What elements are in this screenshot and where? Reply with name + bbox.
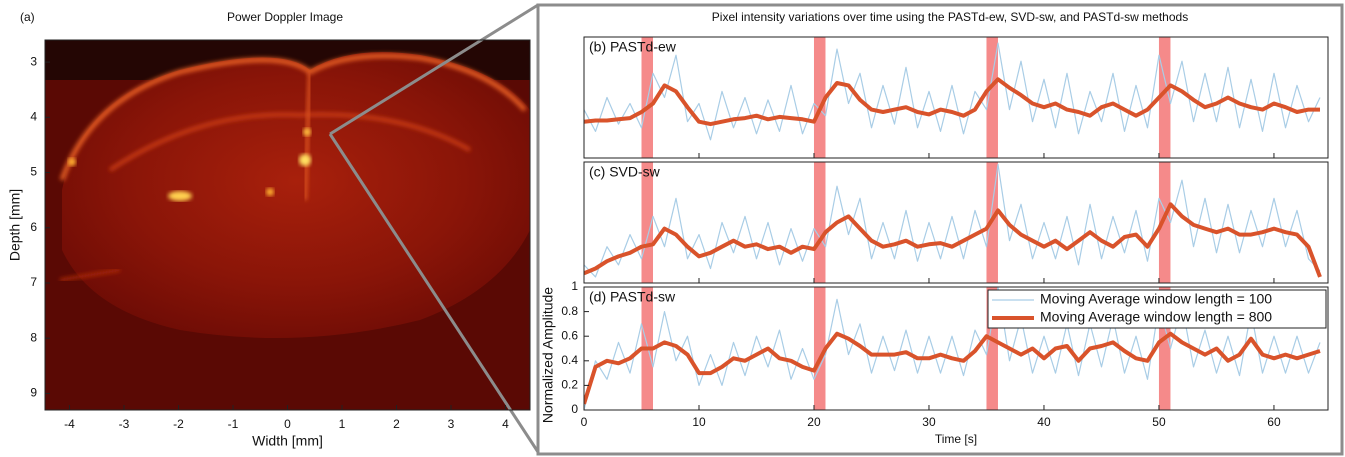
y-tick-label: 0.6	[561, 328, 578, 342]
y-tick-label: 1	[571, 279, 578, 293]
y-tick-label: 8	[30, 330, 37, 344]
x-tick-label: 50	[1152, 415, 1166, 429]
axes-frame	[583, 286, 1329, 411]
doppler-image	[45, 40, 530, 410]
x-tick-label: -3	[119, 417, 130, 431]
stimulus-band	[813, 162, 826, 283]
plot-area	[584, 37, 1321, 158]
y-axis-label: Normalized Amplitude	[540, 287, 556, 423]
x-tick-label: 0	[581, 415, 588, 429]
y-tick-label: 0.2	[561, 378, 578, 392]
stimulus-band	[813, 287, 826, 410]
x-tick-label: 10	[692, 415, 706, 429]
chart-title: Power Doppler Image	[227, 10, 343, 24]
stimulus-band	[641, 162, 653, 283]
x-tick-label: 1	[339, 417, 346, 431]
panel-label: (c) SVD-sw	[589, 164, 661, 180]
stimulus-band	[813, 37, 826, 158]
y-tick-label: 4	[30, 109, 37, 123]
plot-area	[584, 287, 1321, 410]
series-line	[584, 163, 1321, 278]
y-tick-label: 0.4	[561, 353, 578, 367]
y-axis-label: Depth [mm]	[7, 189, 23, 261]
x-axis-label: Width [mm]	[252, 433, 323, 449]
series-line	[584, 331, 1321, 405]
panel-label: (b) PASTd-ew	[589, 39, 677, 55]
stimulus-band	[1158, 162, 1171, 283]
y-tick-label: 0.8	[561, 304, 578, 318]
series-line	[584, 42, 1321, 141]
stimulus-band	[986, 37, 998, 158]
legend-label: Moving Average window length = 100	[1040, 291, 1272, 307]
axes-frame	[583, 161, 1329, 284]
panel-label: (d) PASTd-sw	[589, 289, 676, 305]
x-tick-label: 4	[502, 417, 509, 431]
legend-box	[987, 289, 1327, 329]
legend-label: Moving Average window length = 800	[1040, 309, 1272, 325]
x-tick-label: 30	[922, 415, 936, 429]
axes-frame	[583, 36, 1329, 159]
y-tick-label: 3	[30, 54, 37, 68]
stimulus-band	[1158, 37, 1171, 158]
x-tick-label: -2	[173, 417, 184, 431]
stimulus-band	[1158, 287, 1171, 410]
plot-area	[584, 162, 1322, 283]
x-tick-label: 60	[1267, 415, 1281, 429]
y-tick-label: 0	[571, 402, 578, 416]
x-tick-label: 20	[807, 415, 821, 429]
x-axis-label: Time [s]	[935, 432, 977, 446]
series-line	[584, 287, 1321, 410]
series-line	[584, 77, 1320, 127]
stimulus-band	[986, 287, 998, 410]
series-line	[584, 202, 1322, 278]
panel-label: (a)	[20, 10, 35, 24]
x-tick-label: 3	[448, 417, 455, 431]
x-tick-label: 2	[393, 417, 400, 431]
y-tick-label: 5	[30, 165, 37, 179]
x-tick-label: 40	[1037, 415, 1051, 429]
y-tick-label: 6	[30, 220, 37, 234]
x-tick-label: -1	[228, 417, 239, 431]
y-tick-label: 9	[30, 386, 37, 400]
stimulus-band	[641, 37, 653, 158]
zoom-indicator	[328, 3, 1344, 456]
x-tick-label: 0	[284, 417, 291, 431]
figure-title: Pixel intensity variations over time usi…	[712, 10, 1188, 24]
y-tick-label: 7	[30, 275, 37, 289]
x-tick-label: -4	[64, 417, 75, 431]
